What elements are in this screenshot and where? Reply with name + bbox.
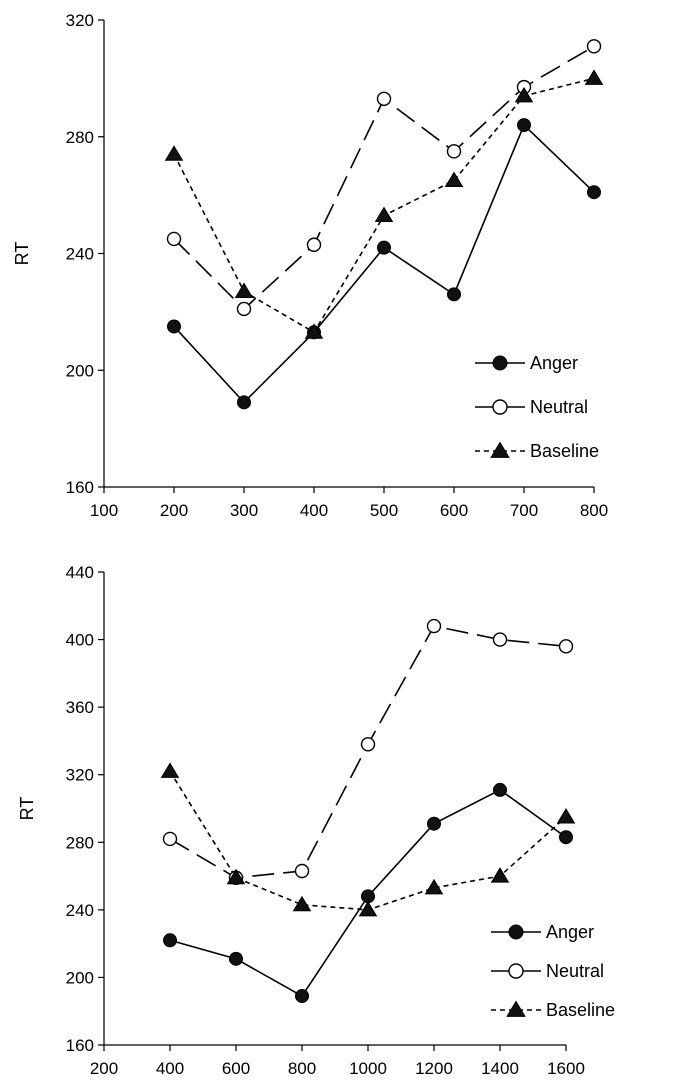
data-point-neutral [162,831,178,847]
y-tick-label: 440 [66,563,94,582]
data-point-neutral [236,301,252,317]
y-tick-label: 360 [66,698,94,717]
x-tick-label: 300 [230,501,258,520]
legend-label-anger: Anger [546,922,594,942]
data-point-anger [229,951,243,966]
data-point-anger [237,395,251,410]
x-tick-label: 800 [580,501,608,520]
x-tick-label: 200 [90,1059,118,1078]
data-point-baseline [226,868,246,885]
chart-top: 160 200 240 280 320 100 200 300 400 500 600 700 800 R… [12,11,608,520]
data-point-baseline [584,69,604,85]
data-point-baseline [514,86,534,103]
data-point-neutral [446,144,462,159]
x-tick-label: 600 [440,501,468,520]
data-point-anger [167,319,181,334]
y-tick-label: 320 [66,766,94,785]
legend-marker [492,399,508,415]
data-point-baseline [444,171,464,188]
data-point-neutral [558,639,574,654]
legend-marker [490,441,510,458]
data-point-anger [447,287,461,302]
x-tick-label: 200 [160,501,188,520]
data-point-anger [295,989,309,1004]
y-tick-label: 400 [66,631,94,650]
chart-bottom: 160 200 240 280 320 360 400 440 200 400 600 800 1000… [17,563,615,1078]
y-tick-label: 240 [66,245,94,264]
data-point-baseline [490,867,510,883]
series-line-neutral [169,625,567,879]
x-tick-label: 1200 [415,1059,453,1078]
y-tick-label: 280 [66,128,94,147]
y-tick-label: 200 [66,968,94,987]
legend-label-neutral: Neutral [530,397,588,417]
data-point-anger [587,185,601,200]
legend-label-baseline: Baseline [530,441,599,461]
x-tick-label: 1600 [547,1059,585,1078]
data-point-baseline [424,878,444,895]
data-point-neutral [586,39,602,54]
data-point-anger [517,118,531,133]
data-point-baseline [292,895,312,912]
legend-label-neutral: Neutral [546,961,604,981]
data-point-neutral [492,632,508,647]
y-axis-label: RT [17,797,37,821]
x-tick-label: 400 [300,501,328,520]
data-point-baseline [160,762,180,778]
y-tick-label: 160 [66,478,94,497]
legend-marker [506,1000,526,1017]
data-point-neutral [360,737,376,752]
legend-marker [508,963,524,979]
legend-marker [508,924,524,940]
data-point-anger [493,782,507,797]
data-point-baseline [304,323,324,339]
data-point-baseline [358,900,378,917]
data-point-baseline [234,282,254,298]
x-tick-label: 1000 [349,1059,387,1078]
y-tick-label: 320 [66,11,94,30]
data-point-neutral [376,91,392,107]
data-point-anger [427,816,441,831]
x-tick-label: 600 [222,1059,250,1078]
data-point-neutral [294,863,310,879]
data-point-neutral [426,618,442,634]
data-point-neutral [166,231,182,247]
y-axis-label: RT [12,242,32,266]
legend-label-baseline: Baseline [546,1000,615,1020]
y-tick-label: 160 [66,1036,94,1055]
data-point-anger [163,933,177,948]
y-tick-label: 280 [66,833,94,852]
x-tick-label: 800 [288,1059,316,1078]
data-point-baseline [374,206,394,223]
x-tick-label: 500 [370,501,398,520]
data-point-baseline [556,807,576,824]
y-tick-label: 240 [66,901,94,920]
y-tick-label: 200 [66,361,94,380]
x-tick-label: 400 [156,1059,184,1078]
legend-marker [492,355,508,371]
x-tick-label: 1400 [481,1059,519,1078]
data-point-anger [559,830,573,845]
data-point-baseline [164,145,184,161]
x-tick-label: 100 [90,501,118,520]
x-tick-label: 700 [510,501,538,520]
data-point-anger [377,240,391,255]
data-point-neutral [306,237,322,252]
legend-label-anger: Anger [530,353,578,373]
